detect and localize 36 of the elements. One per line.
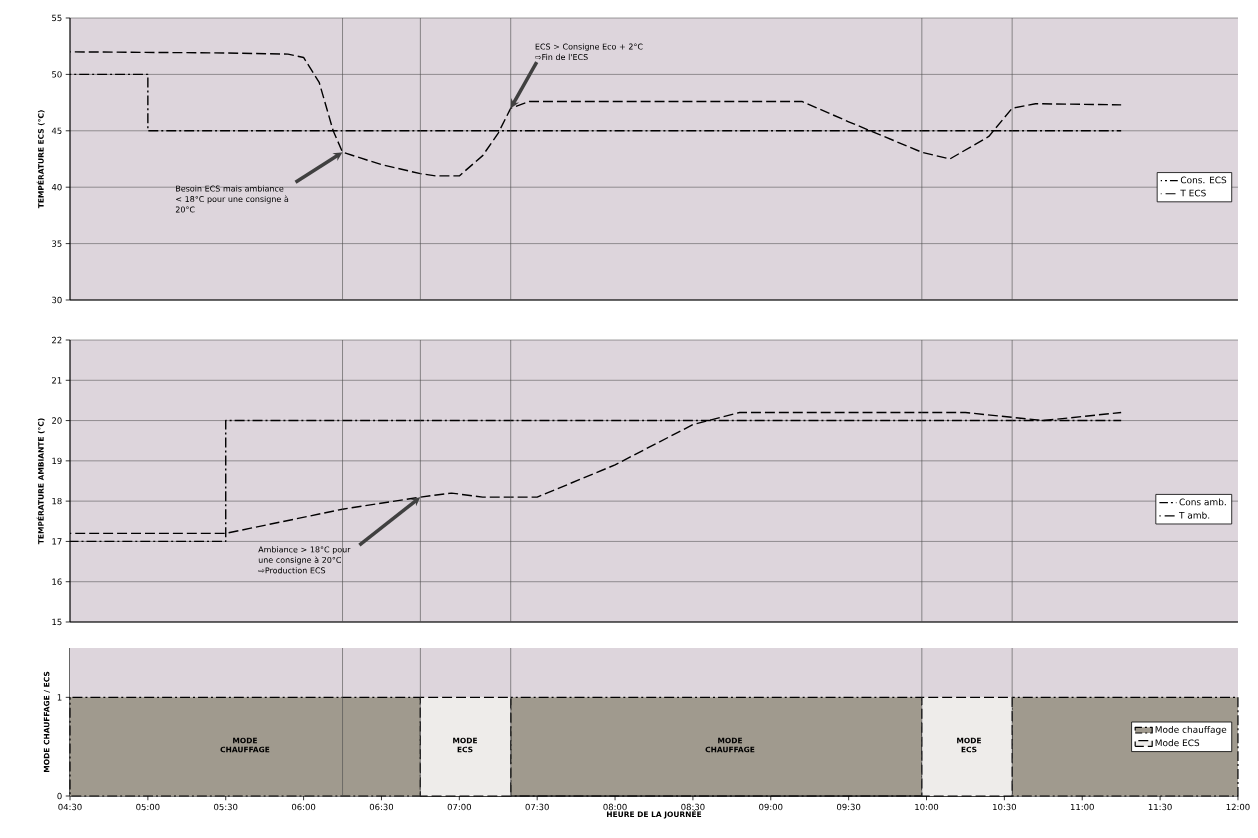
- x-tick-label: 09:00: [759, 803, 783, 811]
- x-tick-label: 06:30: [369, 803, 394, 811]
- x-tick-label: 04:30: [58, 803, 82, 811]
- x-tick-label: 11:30: [1148, 803, 1172, 811]
- y-tick-label: 22: [52, 336, 62, 344]
- x-tick-label: 10:00: [915, 803, 939, 811]
- x-tick-label: 06:00: [291, 803, 316, 811]
- y-tick-label: 19: [52, 457, 62, 465]
- y-tick-label: 20: [52, 417, 62, 424]
- x-tick-label: 08:30: [681, 803, 705, 811]
- y-tick-label: 17: [52, 538, 62, 545]
- y-tick-label: 55: [52, 14, 62, 22]
- legend-label: Cons amb.: [1179, 498, 1226, 506]
- x-tick-label: 11:00: [1070, 803, 1094, 811]
- x-tick-label: 07:30: [525, 803, 549, 811]
- y-tick-label: 16: [52, 578, 62, 585]
- y-tick-label: 45: [51, 127, 62, 134]
- y-tick-label: 18: [52, 497, 62, 505]
- y-tick-label: 50: [52, 71, 62, 78]
- x-tick-label: 09:30: [837, 803, 861, 811]
- x-tick-label: 05:00: [136, 803, 160, 811]
- legend-label: T amb.: [1178, 511, 1210, 519]
- y-tick-label: 30: [52, 296, 62, 304]
- y-tick-label: 21: [52, 377, 62, 384]
- y-tick-label: 35: [52, 240, 62, 247]
- y-tick-label: 40: [51, 183, 62, 191]
- y-tick-label: 15: [52, 618, 62, 626]
- x-tick-label: 08:00: [603, 803, 627, 811]
- x-tick-label: 10:30: [993, 803, 1016, 811]
- legend-label: Cons. ECS: [1180, 176, 1227, 184]
- y-tick-label: 0: [57, 792, 62, 800]
- x-tick-label: 05:30: [214, 803, 238, 811]
- legend-label: T ECS: [1180, 189, 1206, 197]
- y-tick-label: 1: [57, 694, 62, 701]
- x-tick-label: 07:00: [447, 803, 471, 811]
- x-tick-label: 12:00: [1226, 803, 1250, 811]
